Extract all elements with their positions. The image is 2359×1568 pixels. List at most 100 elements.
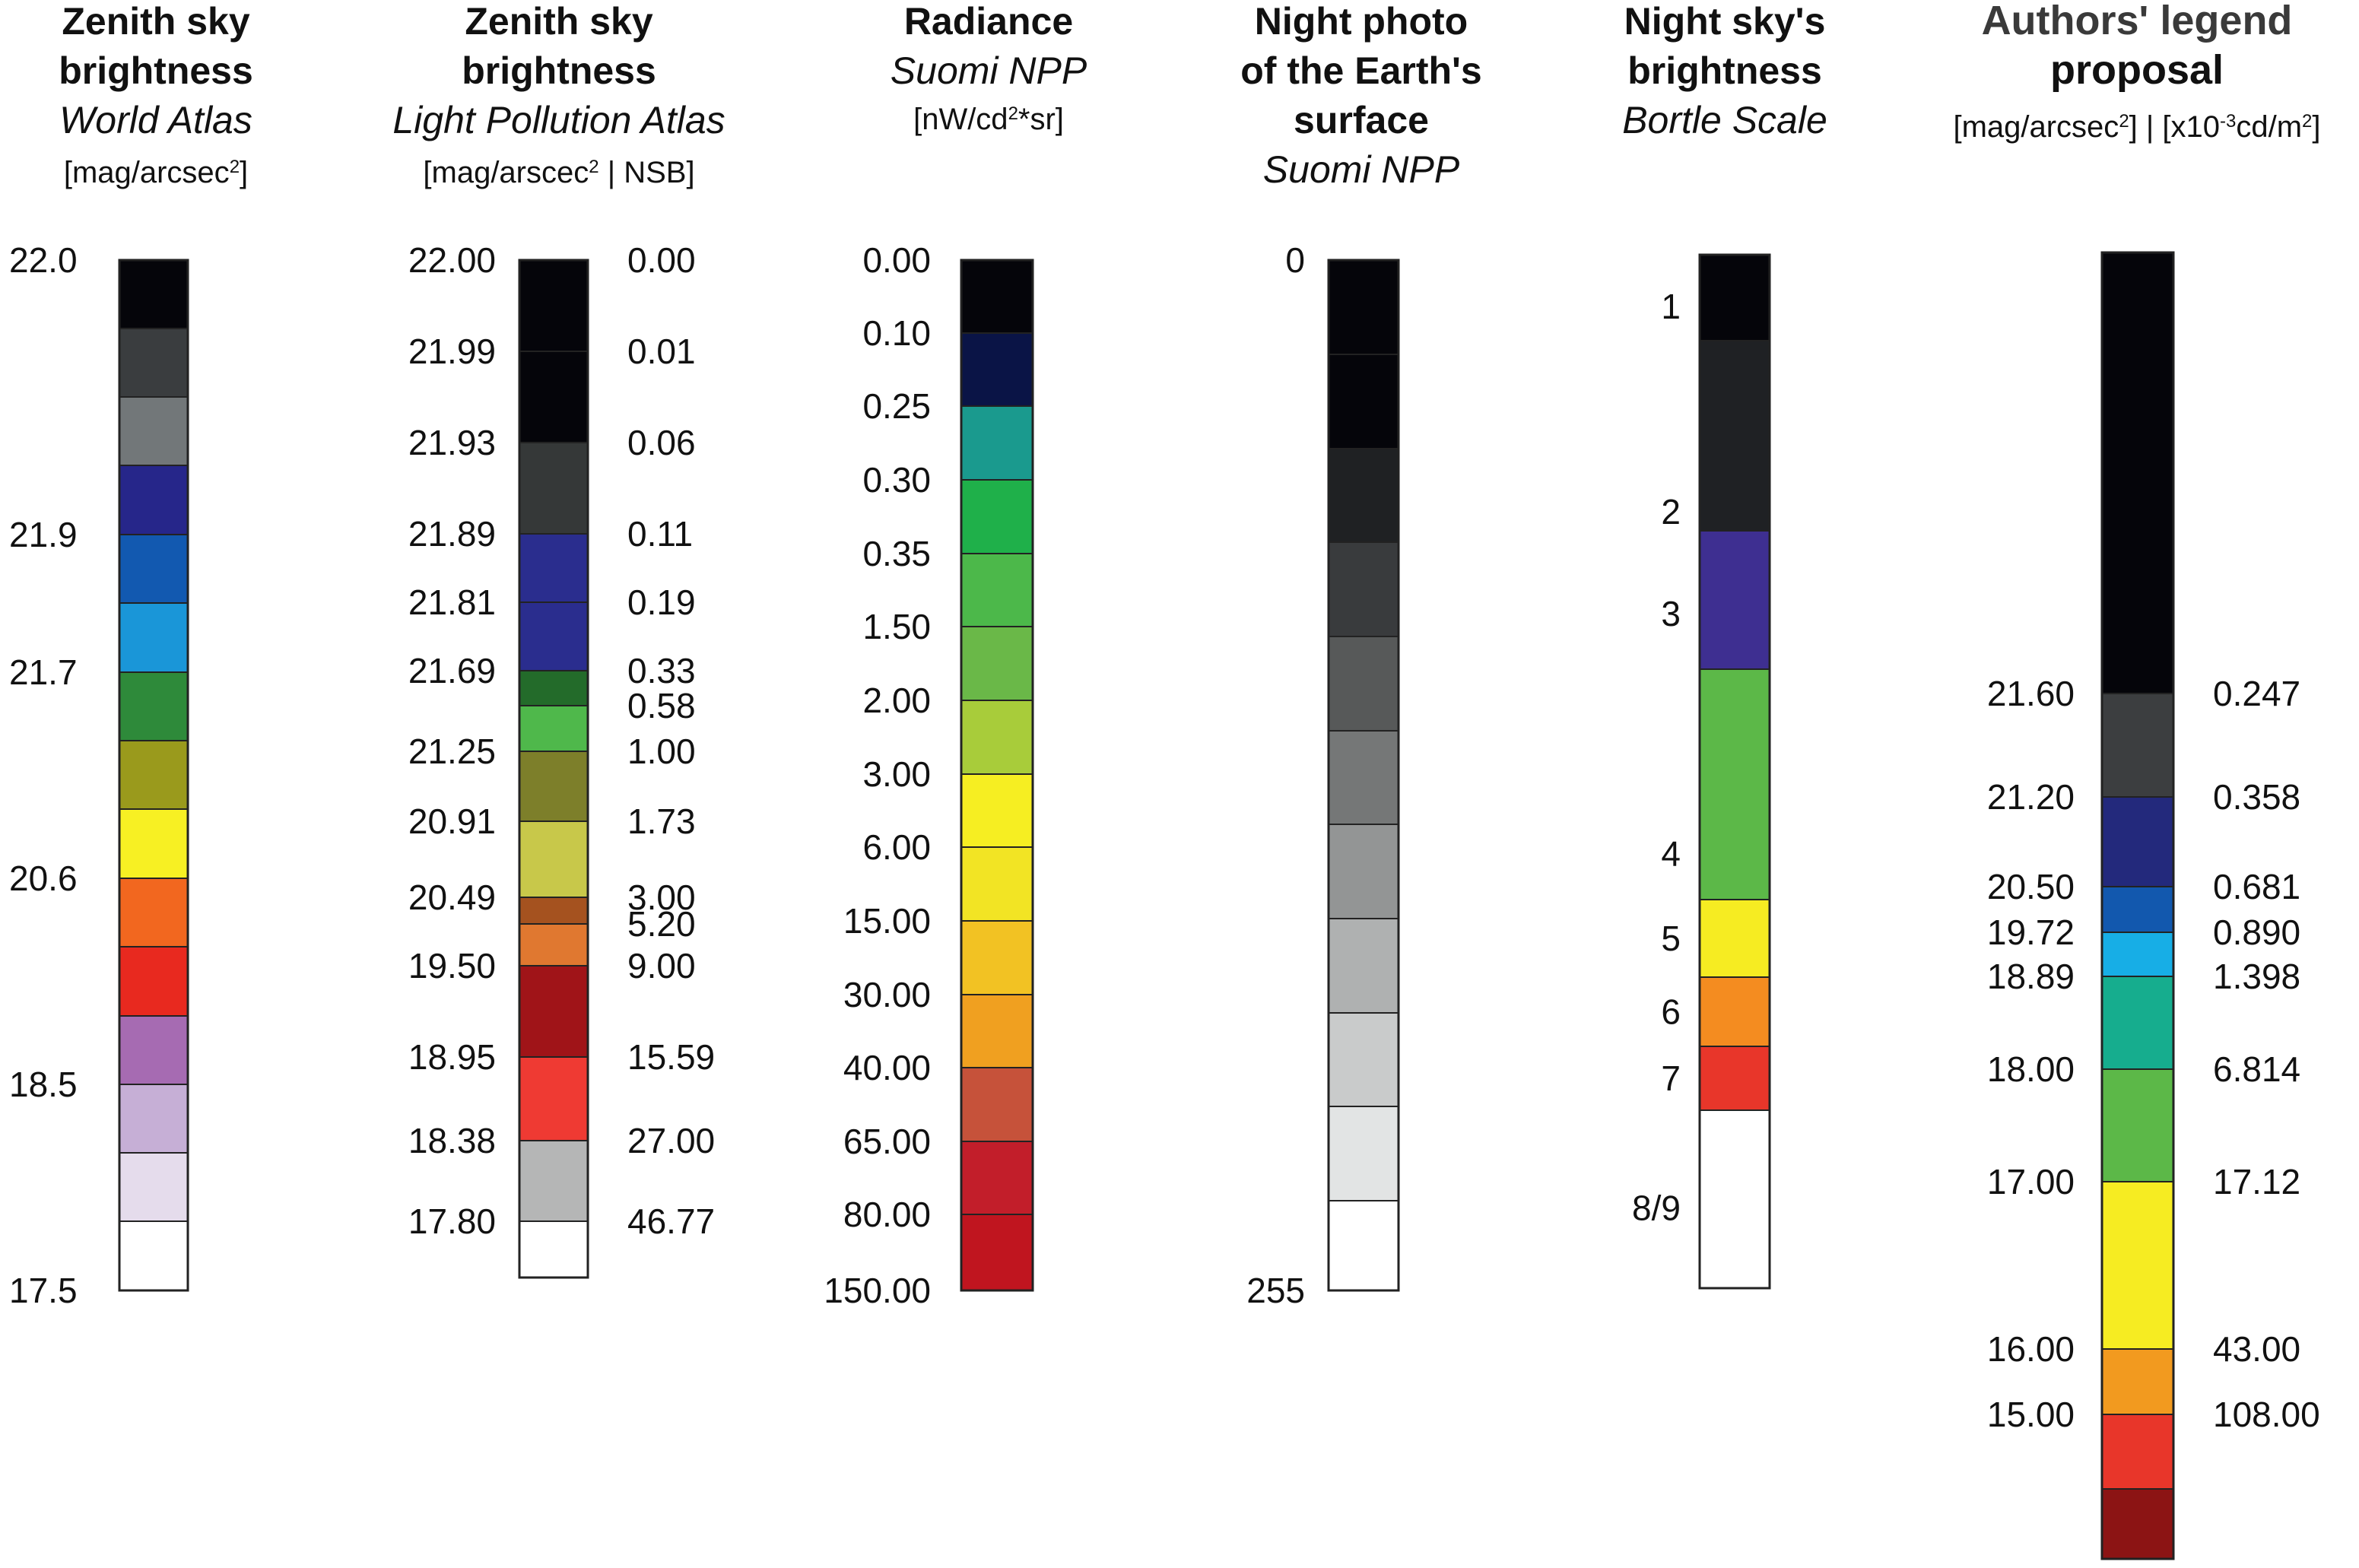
right-scale-label: 0.06 [627,423,696,462]
right-scale-label: 0.247 [2213,674,2300,713]
color-segment [960,1214,1033,1291]
unit-text: cd/m [2236,110,2302,144]
color-segment [2101,976,2174,1070]
color-segment [1699,340,1770,532]
color-segment [2101,252,2174,694]
left-scale-label: 19.72 [1987,913,2075,952]
left-scale-label: 21.20 [1987,777,2075,817]
left-scale-label: 6 [1661,992,1681,1032]
color-segment [2101,1348,2174,1415]
color-segment [519,965,589,1058]
left-scale-label: 18.5 [9,1065,78,1104]
left-scale-label: 2 [1661,492,1681,532]
left-scale-label: 15.00 [843,901,931,941]
left-scale-label: 40.00 [843,1048,931,1087]
legend-column-5: Night sky's brightness Bortle Scale 1 2 3 4 5 6 7… [1622,0,1827,1290]
color-segment [1328,636,1399,732]
color-segment [519,601,589,671]
left-scale-label: 4 [1661,833,1681,873]
column-title-line: Zenith sky [465,0,652,43]
right-scale-label: 0.19 [627,582,696,622]
color-bar-outline [960,259,1034,1292]
color-segment [2101,1181,2174,1350]
left-scale-label: 20.50 [1987,867,2075,906]
left-scale-label: 17.80 [408,1201,496,1241]
column-title-line: surface [1294,99,1429,141]
right-scale-label: 6.814 [2213,1049,2300,1089]
left-scale-label: 150.00 [824,1271,931,1310]
color-segment [960,405,1033,481]
color-bar-outline [1327,259,1400,1292]
right-scale-label: 9.00 [627,946,696,986]
left-scale-label: 21.60 [1987,674,2075,713]
left-scale-label: 0 [1285,240,1305,280]
column-subtitle: World Atlas [59,99,252,141]
color-segment [1328,541,1399,637]
color-segment [2101,1068,2174,1182]
left-scale-label: 1.50 [862,607,931,646]
left-scale-label: 17.5 [9,1271,78,1310]
right-scale-label: 0.11 [627,514,693,554]
left-scale-label: 3.00 [862,754,931,794]
left-scale-label: 0.35 [862,534,931,573]
color-segment [2101,886,2174,933]
right-scale-label: 27.00 [627,1121,715,1160]
color-segment [519,751,589,822]
unit-text: [mag/arcsec [1953,110,2119,144]
left-scale-label: 19.50 [408,946,496,986]
color-segment [519,351,589,443]
column-title-line: Radiance [904,0,1073,43]
left-scale-label: 30.00 [843,975,931,1014]
unit-text: ] [2312,110,2320,144]
color-bar [518,259,589,1279]
left-scale-label: 0.10 [862,313,931,353]
legend-column-2: Zenith sky brightness Light Pollution Atla… [392,0,725,1279]
column-subtitle: Bortle Scale [1622,99,1827,141]
color-segment [1699,668,1770,900]
unit-text: [nW/cd [913,103,1008,136]
color-segment [119,740,189,810]
color-bar [118,259,189,1292]
left-scale-label: 20.91 [408,801,496,841]
color-segment [960,846,1033,922]
right-scale-label: 5.20 [627,904,696,944]
color-segment [2101,1488,2174,1560]
color-segment [1328,1012,1399,1107]
unit-text: [mag/arscec [423,156,589,189]
column-title-line: Authors' legend [1982,0,2293,43]
color-segment [119,1084,189,1154]
color-segment [119,946,189,1017]
unit-text: ] | [x10 [2129,110,2220,144]
legend-column-1: Zenith sky brightness World Atlas [mag/arcs… [9,0,253,1310]
color-segment [119,1220,189,1291]
right-scale-label: 3.00 [627,878,696,917]
left-scale-label: 1 [1661,287,1681,326]
right-scale-label: 43.00 [2213,1329,2300,1369]
color-segment [119,1152,189,1222]
column-title-line: brightness [1627,49,1822,92]
color-segment [119,328,189,398]
right-scale-label: 0.01 [627,332,696,371]
color-segment [1699,1109,1770,1289]
color-segment [119,602,189,673]
column-subtitle: Suomi NPP [1263,148,1460,191]
left-scale-label: 17.00 [1987,1162,2075,1201]
color-segment [1699,899,1770,978]
column-title-line: brightness [59,49,253,92]
color-bar-outline [118,259,189,1292]
column-title-line: proposal [2050,47,2224,93]
right-scale-label: 108.00 [2213,1395,2320,1434]
left-scale-label: 21.99 [408,332,496,371]
color-segment [119,465,189,535]
color-segment [1328,354,1399,449]
color-segment [1699,1046,1770,1111]
color-segment [960,626,1033,701]
color-segment [960,332,1033,407]
left-scale-label: 2.00 [862,681,931,720]
right-scale-label: 1.398 [2213,957,2300,996]
color-segment [1328,824,1399,919]
left-scale-label: 5 [1661,919,1681,958]
left-scale-label: 21.69 [408,651,496,690]
right-scale-label: 0.00 [627,240,696,280]
